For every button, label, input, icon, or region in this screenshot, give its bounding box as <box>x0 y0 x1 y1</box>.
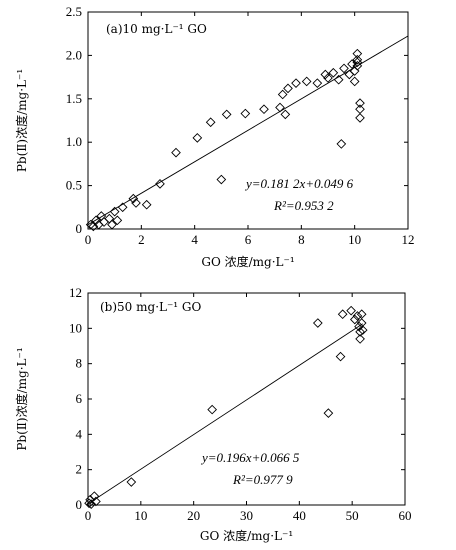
y-tick-label: 1.5 <box>66 91 82 106</box>
data-point <box>107 219 117 230</box>
x-tick-label: 20 <box>187 508 200 523</box>
x-tick-label: 0 <box>85 232 92 247</box>
data-point <box>126 477 137 487</box>
y-tick-label: 2 <box>76 462 83 477</box>
data-point <box>328 67 339 78</box>
data-point <box>291 78 301 89</box>
data-point <box>85 219 96 230</box>
data-point <box>301 76 312 87</box>
data-point <box>355 98 365 108</box>
y-tick-label: 0.5 <box>66 178 82 193</box>
y-axis-title: Pb(Ⅱ)浓度/mg·L⁻¹ <box>14 69 29 172</box>
y-tick-label: 0 <box>76 221 83 236</box>
data-point <box>312 318 323 328</box>
data-point <box>86 499 97 509</box>
x-tick-label: 6 <box>245 232 252 247</box>
y-tick-label: 1.0 <box>66 134 82 149</box>
data-point <box>131 198 141 208</box>
data-point <box>352 311 363 321</box>
data-point <box>320 69 331 80</box>
panel-label: (a)10 mg·L⁻¹ GO <box>106 22 207 36</box>
data-point <box>171 147 181 158</box>
x-tick-label: 4 <box>191 232 198 247</box>
data-point <box>336 139 347 149</box>
x-tick-label: 60 <box>399 508 412 523</box>
data-point <box>240 108 251 119</box>
y-tick-label: 6 <box>76 391 83 406</box>
data-point <box>109 206 120 217</box>
data-point <box>339 63 349 74</box>
y-tick-label: 8 <box>76 356 83 371</box>
y-tick-label: 4 <box>76 426 83 441</box>
data-point <box>323 73 333 83</box>
y-tick-label: 2.5 <box>66 4 82 19</box>
data-point <box>312 78 323 89</box>
data-point <box>346 305 356 316</box>
data-point <box>91 215 101 226</box>
data-point <box>352 54 363 65</box>
data-point <box>356 309 367 320</box>
y-tick-label: 2.0 <box>66 47 82 62</box>
x-tick-label: 10 <box>348 232 361 247</box>
y-tick-label: 0 <box>76 497 83 512</box>
data-point <box>259 104 269 115</box>
data-point <box>141 199 152 210</box>
regression-line <box>87 323 363 505</box>
data-point <box>335 351 346 362</box>
x-tick-label: 40 <box>293 508 306 523</box>
data-point <box>355 334 365 344</box>
data-point <box>207 404 217 415</box>
data-point <box>323 408 334 418</box>
x-tick-label: 10 <box>134 508 147 523</box>
panel-label: (b)50 mg·L⁻¹ GO <box>100 300 202 314</box>
data-point <box>89 491 100 502</box>
data-point <box>352 57 363 68</box>
x-tick-label: 8 <box>298 232 305 247</box>
data-point <box>337 309 348 320</box>
data-point <box>155 179 165 189</box>
regression-equation: y=0.196x+0.066 5 <box>200 450 300 465</box>
data-point <box>216 174 227 185</box>
data-point <box>277 89 288 100</box>
data-point <box>275 102 285 113</box>
regression-equation: y=0.181 2x+0.049 6 <box>244 176 354 191</box>
x-tick-label: 0 <box>85 508 92 523</box>
data-point <box>283 83 293 94</box>
data-point <box>347 59 357 69</box>
data-point <box>355 113 365 123</box>
x-axis-title: GO 浓度/mg·L⁻¹ <box>200 528 293 543</box>
data-point <box>349 76 360 87</box>
x-tick-label: 12 <box>402 232 415 247</box>
data-point <box>91 496 101 507</box>
data-point <box>280 109 291 120</box>
data-point <box>85 494 95 505</box>
data-point <box>205 117 216 128</box>
r-squared-label: R²=0.977 9 <box>232 472 293 487</box>
data-point <box>112 215 123 226</box>
x-tick-label: 50 <box>346 508 359 523</box>
data-point <box>221 109 232 120</box>
data-point <box>352 60 363 71</box>
chart-panel: 0 10 20 30 40 50 60 0 2 4 6 8 10 12 (b)50 mg·L⁻¹ GO y=0… <box>14 285 412 543</box>
x-tick-label: 2 <box>138 232 145 247</box>
x-axis-title: GO 浓度/mg·L⁻¹ <box>201 254 294 269</box>
r-squared-label: R²=0.953 2 <box>273 198 334 213</box>
data-point <box>117 202 128 213</box>
data-point <box>333 74 344 85</box>
data-point <box>192 133 203 143</box>
data-point <box>349 314 360 325</box>
x-tick-label: 30 <box>240 508 253 523</box>
data-point <box>355 327 365 337</box>
data-point <box>128 193 139 204</box>
y-axis-title: Pb(Ⅱ)浓度/mg·L⁻¹ <box>14 347 29 450</box>
y-tick-label: 10 <box>69 320 82 335</box>
data-point <box>357 325 368 335</box>
y-tick-label: 12 <box>69 285 82 300</box>
chart-panel: 0 2 4 6 8 10 12 0 0.5 1.0 1.5 2.0 2.5 (a)10 mg·L⁻¹ GO… <box>14 4 415 269</box>
